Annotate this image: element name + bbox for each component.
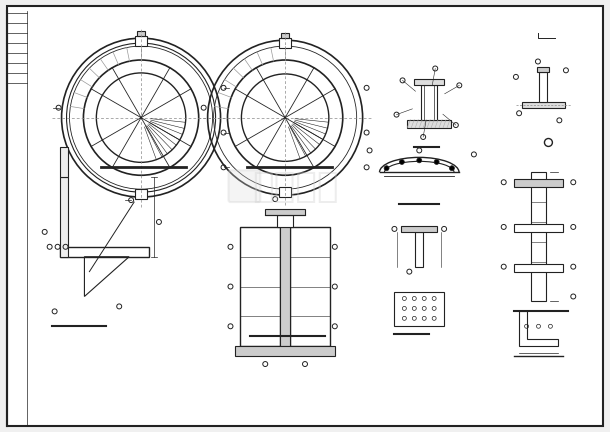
Bar [422, 85, 437, 120]
Bar [279, 38, 291, 48]
Bar [277, 215, 293, 227]
Bar [414, 79, 444, 85]
Bar [265, 209, 305, 215]
Bar [395, 292, 444, 326]
Bar [514, 179, 563, 187]
Bar [279, 187, 291, 197]
Bar [135, 36, 147, 46]
Bar [60, 247, 149, 257]
Bar [240, 227, 280, 346]
Text: 土木在线: 土木在线 [252, 170, 339, 204]
Bar [522, 102, 565, 108]
Bar [539, 72, 547, 102]
Circle shape [434, 159, 439, 165]
Bar [235, 346, 335, 356]
Circle shape [450, 166, 454, 171]
Bar [514, 224, 563, 232]
Bar [281, 33, 289, 38]
Bar [137, 31, 145, 36]
Bar [531, 172, 547, 302]
Bar [401, 226, 437, 232]
Bar [290, 227, 330, 346]
Bar [407, 120, 451, 127]
Circle shape [384, 166, 389, 171]
Bar [280, 227, 290, 346]
Bar [60, 177, 68, 257]
FancyBboxPatch shape [229, 170, 260, 202]
Polygon shape [518, 311, 558, 346]
Circle shape [417, 158, 422, 163]
Bar [537, 67, 550, 72]
Bar [514, 264, 563, 272]
Bar [415, 232, 423, 267]
Bar [135, 189, 147, 199]
Circle shape [400, 159, 404, 165]
Bar [60, 147, 68, 177]
